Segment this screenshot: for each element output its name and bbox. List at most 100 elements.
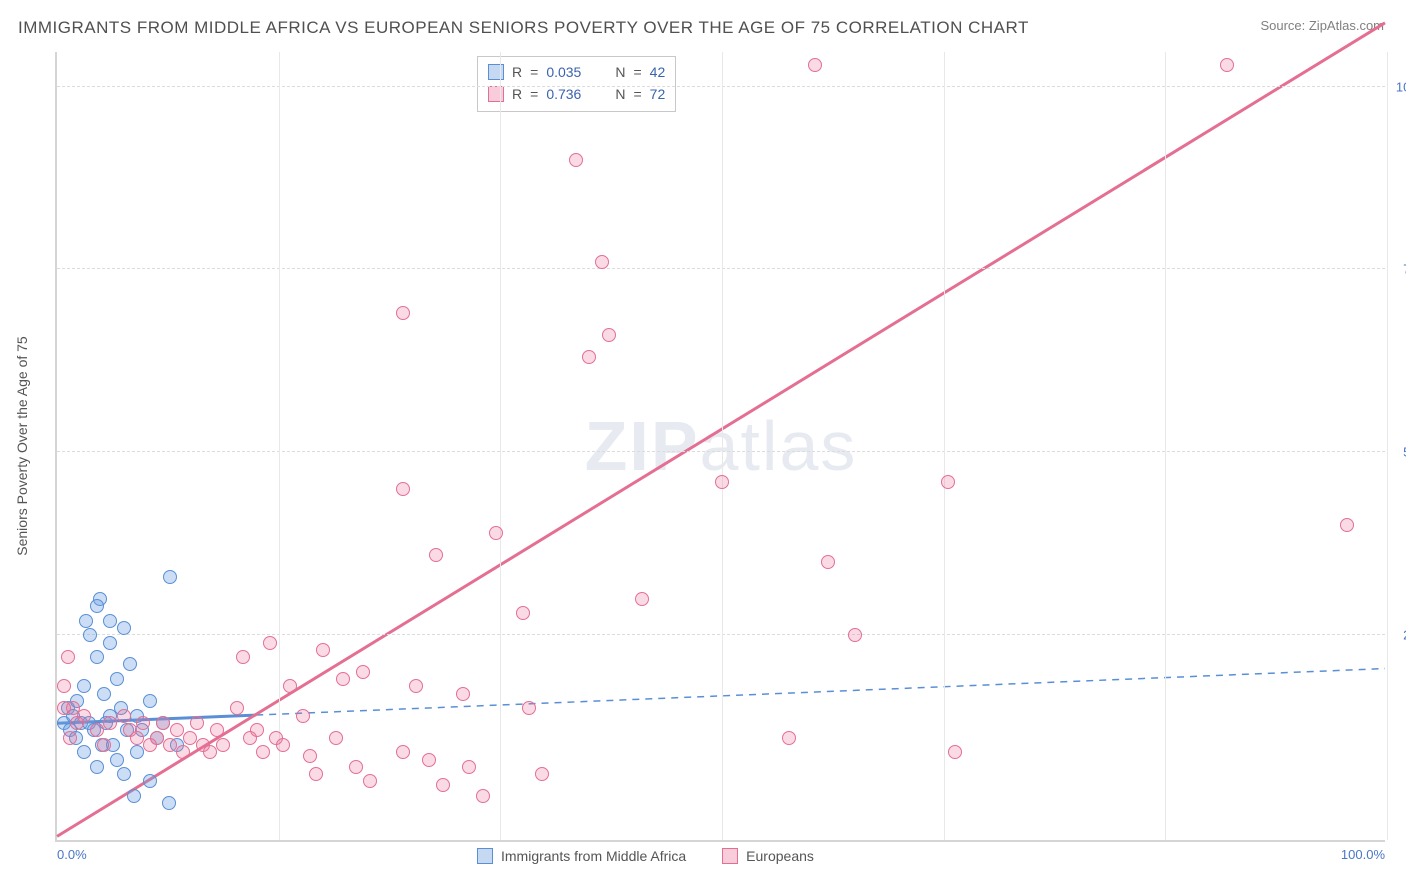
scatter-point-pink xyxy=(103,716,117,730)
watermark-rest: atlas xyxy=(700,407,858,485)
scatter-point-pink xyxy=(250,723,264,737)
swatch-blue-icon xyxy=(477,848,493,864)
scatter-point-pink xyxy=(276,738,290,752)
scatter-point-blue xyxy=(143,774,157,788)
scatter-point-blue xyxy=(83,628,97,642)
y-tick-label: 50.0% xyxy=(1390,445,1406,460)
scatter-point-pink xyxy=(176,745,190,759)
scatter-point-blue xyxy=(130,745,144,759)
n-value-blue: 42 xyxy=(650,61,666,83)
legend-label-blue: Immigrants from Middle Africa xyxy=(501,848,686,864)
scatter-point-pink xyxy=(582,350,596,364)
scatter-point-blue xyxy=(117,621,131,635)
scatter-point-pink xyxy=(303,749,317,763)
scatter-point-pink xyxy=(150,731,164,745)
grid-v xyxy=(722,52,723,840)
eq-sign: = xyxy=(633,61,641,83)
scatter-point-pink xyxy=(396,482,410,496)
scatter-point-blue xyxy=(117,767,131,781)
scatter-point-pink xyxy=(1220,58,1234,72)
trend-line xyxy=(256,669,1385,716)
scatter-point-pink xyxy=(595,255,609,269)
legend-item-blue: Immigrants from Middle Africa xyxy=(477,848,686,864)
plot-area: ZIPatlas R = 0.035 N = 42 R = 0.736 N = … xyxy=(55,52,1385,842)
scatter-point-pink xyxy=(57,679,71,693)
scatter-point-pink xyxy=(66,701,80,715)
scatter-point-pink xyxy=(130,731,144,745)
y-tick-label: 75.0% xyxy=(1390,262,1406,277)
scatter-point-blue xyxy=(143,694,157,708)
scatter-point-pink xyxy=(1340,518,1354,532)
scatter-point-pink xyxy=(489,526,503,540)
scatter-point-pink xyxy=(456,687,470,701)
scatter-point-pink xyxy=(296,709,310,723)
scatter-point-pink xyxy=(156,716,170,730)
scatter-point-pink xyxy=(336,672,350,686)
x-tick-max: 100.0% xyxy=(1341,847,1385,862)
scatter-point-pink xyxy=(97,738,111,752)
scatter-point-blue xyxy=(90,760,104,774)
scatter-point-blue xyxy=(103,614,117,628)
y-axis-label: Seniors Poverty Over the Age of 75 xyxy=(14,336,30,555)
scatter-point-pink xyxy=(283,679,297,693)
scatter-point-pink xyxy=(396,745,410,759)
grid-v xyxy=(944,52,945,840)
scatter-point-pink xyxy=(522,701,536,715)
scatter-point-pink xyxy=(210,723,224,737)
scatter-point-pink xyxy=(635,592,649,606)
scatter-point-pink xyxy=(329,731,343,745)
scatter-point-pink xyxy=(848,628,862,642)
legend-item-pink: Europeans xyxy=(722,848,814,864)
scatter-point-blue xyxy=(127,789,141,803)
legend-label-pink: Europeans xyxy=(746,848,814,864)
scatter-point-pink xyxy=(309,767,323,781)
scatter-point-pink xyxy=(821,555,835,569)
n-label: N xyxy=(615,61,625,83)
scatter-point-blue xyxy=(110,672,124,686)
scatter-point-blue xyxy=(77,745,91,759)
scatter-point-pink xyxy=(808,58,822,72)
stat-legend: R = 0.035 N = 42 R = 0.736 N = 72 xyxy=(477,56,676,112)
swatch-pink-icon xyxy=(722,848,738,864)
y-tick-label: 100.0% xyxy=(1390,79,1406,94)
watermark-bold: ZIP xyxy=(585,407,700,485)
scatter-point-blue xyxy=(79,614,93,628)
grid-v xyxy=(279,52,280,840)
x-tick-min: 0.0% xyxy=(57,847,87,862)
scatter-point-pink xyxy=(263,636,277,650)
scatter-point-pink xyxy=(436,778,450,792)
stat-row-blue: R = 0.035 N = 42 xyxy=(488,61,665,83)
scatter-point-pink xyxy=(782,731,796,745)
scatter-point-pink xyxy=(216,738,230,752)
y-tick-label: 25.0% xyxy=(1390,628,1406,643)
source-label: Source: ZipAtlas.com xyxy=(1260,18,1384,33)
scatter-point-blue xyxy=(162,796,176,810)
scatter-point-pink xyxy=(422,753,436,767)
scatter-point-pink xyxy=(941,475,955,489)
eq-sign: = xyxy=(530,61,538,83)
scatter-point-blue xyxy=(77,679,91,693)
scatter-point-blue xyxy=(90,599,104,613)
scatter-point-pink xyxy=(183,731,197,745)
scatter-point-blue xyxy=(110,753,124,767)
scatter-point-pink xyxy=(230,701,244,715)
scatter-point-pink xyxy=(90,723,104,737)
scatter-point-pink xyxy=(316,643,330,657)
grid-v xyxy=(500,52,501,840)
scatter-point-pink xyxy=(396,306,410,320)
scatter-point-pink xyxy=(516,606,530,620)
scatter-point-pink xyxy=(349,760,363,774)
scatter-point-blue xyxy=(97,687,111,701)
scatter-point-pink xyxy=(363,774,377,788)
scatter-point-pink xyxy=(61,650,75,664)
scatter-point-pink xyxy=(63,731,77,745)
scatter-point-blue xyxy=(163,570,177,584)
scatter-point-pink xyxy=(136,716,150,730)
swatch-blue-icon xyxy=(488,64,504,80)
scatter-point-pink xyxy=(163,738,177,752)
scatter-point-pink xyxy=(602,328,616,342)
scatter-point-pink xyxy=(715,475,729,489)
scatter-point-pink xyxy=(236,650,250,664)
grid-v xyxy=(1165,52,1166,840)
scatter-point-pink xyxy=(170,723,184,737)
